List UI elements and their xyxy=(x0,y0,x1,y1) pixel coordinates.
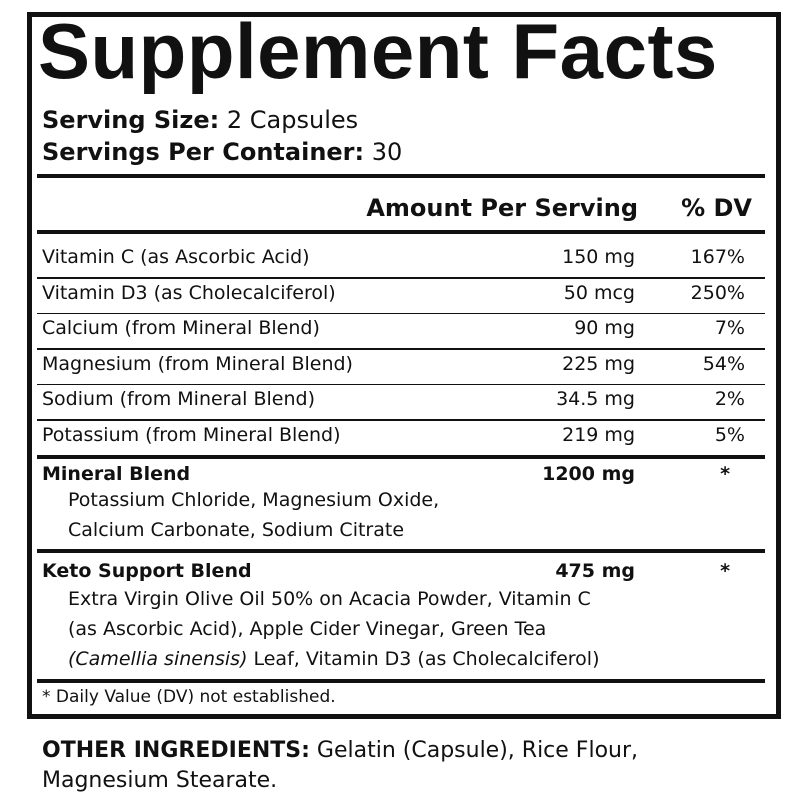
blend-amount: 1200 mg xyxy=(542,463,635,485)
row-rule xyxy=(37,277,765,279)
blend-amount: 475 mg xyxy=(555,560,635,582)
nutrient-dv: 54% xyxy=(702,352,745,375)
blend-line: (as Ascorbic Acid), Apple Cider Vinegar,… xyxy=(68,618,547,640)
blend-line-rest: Leaf, Vitamin D3 (as Cholecalciferol) xyxy=(253,648,600,670)
nutrient-amount: 150 mg xyxy=(562,246,635,268)
blend-line: Potassium Chloride, Magnesium Oxide, xyxy=(68,489,440,511)
header-amount: Amount Per Serving xyxy=(366,194,638,222)
nutrient-name: Vitamin D3 (as Cholecalciferol) xyxy=(42,281,336,304)
servings-value: 30 xyxy=(371,138,403,166)
other-ingredients-label: OTHER INGREDIENTS: xyxy=(42,738,310,763)
nutrient-amount: 34.5 mg xyxy=(556,388,635,410)
row-rule xyxy=(37,383,765,385)
nutrient-amount: 225 mg xyxy=(562,352,635,375)
other-ingredients: OTHER INGREDIENTS: Gelatin (Capsule), Ri… xyxy=(42,740,638,762)
nutrient-name: Vitamin C (as Ascorbic Acid) xyxy=(42,246,310,268)
rule xyxy=(37,174,765,178)
blend-line: Extra Virgin Olive Oil 50% on Acacia Pow… xyxy=(68,588,591,610)
blend-dv: * xyxy=(720,463,730,485)
rule xyxy=(37,230,765,234)
servings-label: Servings Per Container: xyxy=(42,138,365,166)
label-border xyxy=(27,12,781,719)
nutrient-dv: 167% xyxy=(690,246,745,268)
title: Supplement Facts xyxy=(38,7,718,95)
footnote: * Daily Value (DV) not established. xyxy=(42,687,336,707)
nutrient-dv: 250% xyxy=(690,281,745,304)
latin-name: (Camellia sinensis) xyxy=(68,648,248,670)
nutrient-name: Sodium (from Mineral Blend) xyxy=(42,388,315,410)
nutrient-name: Magnesium (from Mineral Blend) xyxy=(42,352,353,375)
blend-line: (Camellia sinensis) Leaf, Vitamin D3 (as … xyxy=(68,650,600,669)
blend-line: Calcium Carbonate, Sodium Citrate xyxy=(68,519,405,541)
row-rule xyxy=(37,419,765,421)
serving-size: Serving Size: 2 Capsules xyxy=(42,108,358,132)
blend-name: Keto Support Blend xyxy=(42,560,252,582)
nutrient-dv: 2% xyxy=(714,388,745,410)
other-ingredients-line: Magnesium Stearate. xyxy=(42,768,278,793)
rule xyxy=(37,549,765,553)
header-dv: % DV xyxy=(681,194,752,222)
nutrient-amount: 219 mg xyxy=(562,423,635,446)
blend-dv: * xyxy=(720,560,730,582)
serving-size-label: Serving Size: xyxy=(42,106,220,134)
rule xyxy=(37,679,765,683)
nutrient-dv: 7% xyxy=(714,317,745,339)
other-ingredients-text: Gelatin (Capsule), Rice Flour, xyxy=(316,738,639,763)
nutrient-dv: 5% xyxy=(714,423,745,446)
row-rule xyxy=(37,312,765,314)
row-rule xyxy=(37,348,765,350)
rule xyxy=(37,455,765,459)
servings-per-container: Servings Per Container: 30 xyxy=(42,140,402,164)
nutrient-name: Potassium (from Mineral Blend) xyxy=(42,423,341,446)
blend-name: Mineral Blend xyxy=(42,463,191,485)
nutrient-amount: 90 mg xyxy=(574,317,635,339)
serving-size-value: 2 Capsules xyxy=(226,106,359,134)
nutrient-amount: 50 mcg xyxy=(563,281,635,304)
nutrient-name: Calcium (from Mineral Blend) xyxy=(42,317,320,339)
